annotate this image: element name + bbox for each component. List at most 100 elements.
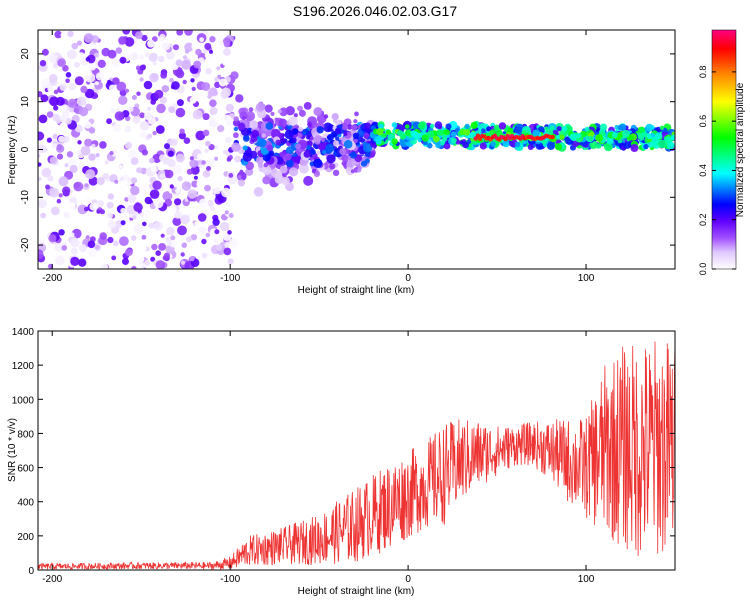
- heatmap-cell: [106, 201, 114, 209]
- heatmap-cell: [332, 169, 340, 176]
- heatmap-cell: [162, 191, 173, 202]
- heatmap-cell: [151, 36, 158, 42]
- heatmap-cell: [623, 141, 632, 149]
- heatmap-cell: [58, 229, 65, 236]
- heatmap-cell: [47, 175, 54, 182]
- heatmap-cell: [140, 167, 148, 175]
- heatmap-cell: [46, 39, 53, 47]
- heatmap-cell: [120, 207, 127, 214]
- heatmap-cell: [209, 205, 216, 211]
- heatmap-cell: [302, 130, 307, 136]
- heatmap-cell: [213, 187, 221, 195]
- heatmap-cell: [217, 125, 225, 133]
- heatmap-cell: [226, 157, 232, 162]
- heatmap-cell: [164, 169, 174, 179]
- heatmap-cell: [417, 138, 422, 143]
- heatmap-cell: [205, 68, 212, 75]
- heatmap-cell: [434, 121, 443, 129]
- heatmap-cell: [445, 123, 452, 130]
- heatmap-cell: [612, 132, 618, 139]
- heatmap-cell: [303, 175, 314, 186]
- colorbar-ticks: 0.0 0.2 0.4 0.6 0.8: [698, 66, 736, 275]
- heatmap-cell: [48, 73, 58, 83]
- heatmap-cell: [584, 126, 590, 132]
- heatmap-cell: [192, 109, 203, 120]
- heatmap-cell: [245, 111, 256, 122]
- heatmap-cell: [84, 88, 95, 99]
- heatmap-cell: [331, 113, 339, 121]
- heatmap-cell: [316, 126, 324, 134]
- heatmap-cell: [165, 236, 172, 243]
- heatmap-cell: [549, 125, 555, 131]
- heatmap-cell: [223, 47, 231, 56]
- heatmap-cell: [162, 157, 171, 165]
- heatmap-cell: [596, 143, 602, 149]
- heatmap-cell: [107, 49, 117, 59]
- heatmap-cell: [40, 212, 46, 219]
- heatmap-cell: [46, 137, 53, 143]
- y-tick-label: 0: [20, 146, 31, 152]
- heatmap-cell: [339, 148, 347, 155]
- heatmap-cell: [100, 263, 108, 269]
- heatmap-cell: [207, 199, 214, 207]
- heatmap-cell: [131, 95, 137, 100]
- heatmap-cell: [104, 160, 109, 165]
- heatmap-cell: [67, 30, 74, 38]
- heatmap-cell: [106, 118, 112, 125]
- y-tick-label: -20: [20, 237, 31, 252]
- heatmap-cell: [418, 122, 426, 130]
- heatmap-cell: [235, 94, 244, 103]
- heatmap-cell: [433, 135, 440, 143]
- heatmap-cell: [285, 106, 295, 116]
- heatmap-cell: [354, 111, 359, 117]
- heatmap-cell: [56, 144, 65, 153]
- heatmap-cell: [323, 114, 329, 119]
- heatmap-cell: [85, 56, 91, 62]
- heatmap-cell: [436, 129, 444, 136]
- x-tick-label: -200: [42, 574, 62, 585]
- heatmap-cell: [38, 198, 47, 209]
- heatmap-cell: [182, 55, 188, 60]
- heatmap-cell: [346, 166, 351, 172]
- heatmap-cell: [64, 163, 69, 168]
- heatmap-cell: [263, 162, 268, 168]
- heatmap-cell: [214, 156, 219, 161]
- heatmap-cell: [69, 237, 80, 248]
- heatmap-cell: [198, 144, 204, 150]
- heatmap-cell: [130, 235, 137, 241]
- heatmap-cell: [94, 81, 99, 86]
- heatmap-cell: [175, 59, 183, 67]
- heatmap-cell: [139, 64, 146, 71]
- heatmap-cell: [265, 122, 274, 130]
- heatmap-cell: [619, 123, 627, 132]
- heatmap-cell: [216, 66, 221, 71]
- heatmap-cell: [576, 133, 582, 139]
- heatmap-cell: [170, 235, 176, 241]
- heatmap-cell: [209, 189, 214, 194]
- heatmap-cell: [184, 42, 194, 52]
- x-tick-label: -100: [220, 574, 240, 585]
- heatmap-cell: [107, 79, 112, 84]
- heatmap-cell: [84, 138, 93, 147]
- heatmap-cell: [155, 125, 165, 134]
- heatmap-cell: [189, 96, 197, 104]
- heatmap-cell: [278, 118, 288, 128]
- heatmap-cell: [175, 153, 185, 163]
- x-tick-label: 0: [405, 574, 411, 585]
- heatmap-cell: [670, 134, 675, 141]
- heatmap-cell: [310, 149, 316, 155]
- heatmap-cell: [221, 187, 231, 198]
- heatmap-cell: [630, 144, 639, 152]
- heatmap-cell: [154, 89, 164, 99]
- colorbar-tick-label: 0.6: [698, 115, 708, 128]
- heatmap-cell: [174, 198, 182, 206]
- heatmap-cell: [363, 132, 370, 138]
- heatmap-cell: [292, 152, 298, 158]
- heatmap-cell: [74, 124, 83, 133]
- y-tick-label: 600: [17, 464, 34, 475]
- y-tick-label: 20: [20, 48, 31, 60]
- heatmap-cell: [129, 45, 138, 55]
- heatmap-cell: [65, 72, 72, 78]
- heatmap-cell: [152, 130, 157, 136]
